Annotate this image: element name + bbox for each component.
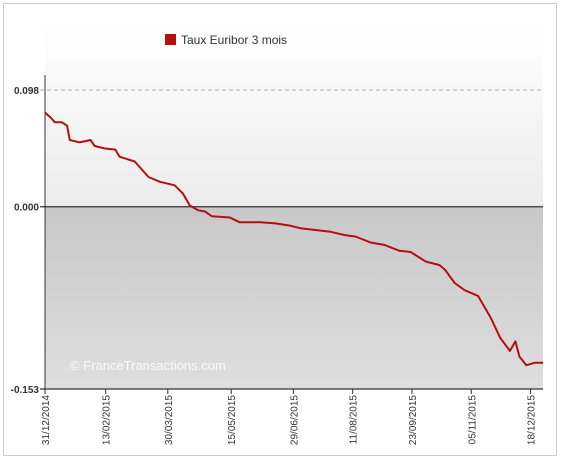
legend-swatch [165, 34, 176, 45]
x-tick-label: 18/12/2015 [527, 395, 538, 445]
y-tick-label: 0.000 [14, 203, 39, 214]
y-tick-label: 0.098 [14, 86, 39, 97]
x-tick-label: 13/02/2015 [102, 395, 113, 445]
x-tick-label: 15/05/2015 [227, 395, 238, 445]
x-tick-label: 30/03/2015 [164, 395, 175, 445]
x-tick-label: 29/06/2015 [289, 395, 300, 445]
y-tick-label: -0.153 [11, 385, 40, 396]
plot-bg-top [45, 20, 543, 207]
legend-label: Taux Euribor 3 mois [181, 33, 287, 47]
series-line [44, 111, 543, 367]
x-tick-label: 23/09/2015 [408, 395, 419, 445]
x-tick-label: 05/11/2015 [467, 395, 478, 445]
x-tick-label: 31/12/2014 [41, 395, 52, 445]
watermark: © FranceTransactions.com [70, 358, 226, 373]
x-tick-label: 11/08/2015 [349, 395, 360, 445]
plot-bg-bottom [45, 206, 543, 389]
